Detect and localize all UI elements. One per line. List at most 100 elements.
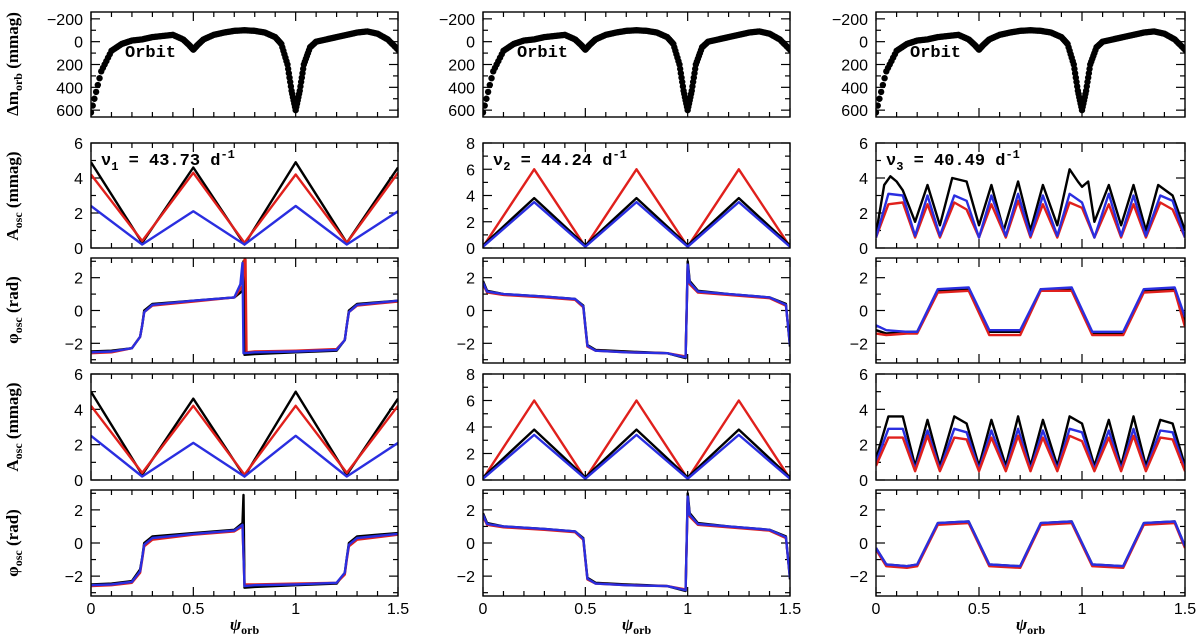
y-tick-label: 2 bbox=[74, 271, 83, 288]
orbit-point bbox=[484, 88, 492, 96]
y-tick-label: 2 bbox=[859, 438, 868, 455]
axes-frame bbox=[482, 489, 791, 597]
y-tick-label: 200 bbox=[448, 58, 475, 75]
series-line-black bbox=[483, 492, 790, 593]
y-tick-label: 0 bbox=[466, 304, 475, 321]
orbit-point bbox=[483, 95, 490, 102]
y-tick-label: 2 bbox=[74, 503, 83, 520]
y-tick-label: 600 bbox=[448, 103, 475, 120]
frequency-label: ν3 = 40.49 d-1 bbox=[886, 148, 1020, 174]
orbit-point bbox=[786, 46, 790, 53]
orbit-point bbox=[96, 74, 103, 82]
x-tick-label: 1.5 bbox=[387, 601, 409, 618]
y-tick-label: 8 bbox=[466, 367, 475, 384]
orbit-point bbox=[879, 81, 887, 89]
y-tick-label: 4 bbox=[74, 402, 83, 419]
y-tick-label: 0 bbox=[859, 304, 868, 321]
y-tick-label: 2 bbox=[859, 271, 868, 288]
y-tick-label: 6 bbox=[859, 367, 868, 384]
x-tick-label: 0.5 bbox=[574, 601, 596, 618]
axes-frame bbox=[90, 142, 399, 249]
panel-1-phase1: −2 0 2 bbox=[457, 257, 791, 364]
x-tick-label: 1.5 bbox=[779, 601, 801, 618]
y-tick-label: 0 bbox=[466, 35, 475, 52]
series-line-blue bbox=[91, 523, 398, 588]
series-line-blue bbox=[91, 261, 398, 355]
series-line-black bbox=[483, 196, 790, 247]
panel-2-phase2: 0 0.5 1 1.5−202 bbox=[850, 489, 1196, 618]
series-line-red bbox=[483, 399, 790, 480]
x-tick-label: 1.5 bbox=[1174, 601, 1196, 618]
y-tick-label: 4 bbox=[859, 402, 868, 419]
orbit-point bbox=[877, 88, 885, 96]
series-line-red bbox=[91, 404, 398, 476]
y-tick-label: 0 bbox=[74, 241, 83, 258]
y-tick-label: −2 bbox=[457, 336, 475, 353]
axes-frame bbox=[875, 373, 1186, 481]
series-line-red bbox=[483, 168, 790, 248]
series-line-black bbox=[876, 415, 1185, 468]
y-tick-label: 600 bbox=[841, 103, 868, 120]
axes-frame bbox=[90, 489, 399, 597]
axes-frame bbox=[90, 11, 399, 118]
y-tick-label: 0 bbox=[859, 473, 868, 490]
orbit-point bbox=[1181, 46, 1185, 53]
orbit-point bbox=[394, 46, 398, 53]
orbit-point bbox=[92, 88, 100, 96]
y-tick-label: 0 bbox=[466, 473, 475, 490]
series-line-blue bbox=[876, 520, 1185, 568]
series-line-red bbox=[876, 199, 1185, 239]
x-tick-label: 0.5 bbox=[968, 601, 990, 618]
y-tick-label: 2 bbox=[466, 447, 475, 464]
y-tick-label: 0 bbox=[74, 304, 83, 321]
panel-annotation: Orbit bbox=[910, 44, 961, 63]
axes-frame bbox=[482, 373, 791, 481]
panel-annotation: Orbit bbox=[125, 44, 176, 63]
y-tick-label: 4 bbox=[466, 420, 475, 437]
y-tick-label: 2 bbox=[466, 503, 475, 520]
y-tick-label: 200 bbox=[841, 58, 868, 75]
y-tick-label: 6 bbox=[859, 136, 868, 153]
orbit-point bbox=[488, 74, 495, 82]
orbit-point bbox=[486, 81, 494, 89]
panel-1-amp2: 0 2 4 6 8 bbox=[466, 367, 791, 490]
series-line-red bbox=[483, 265, 790, 358]
series-line-blue bbox=[483, 200, 790, 248]
panel-0-phase2: 0 0.5 1 1.5−202 bbox=[65, 489, 409, 618]
y-tick-label: 0 bbox=[74, 473, 83, 490]
frequency-label: ν2 = 44.24 d-1 bbox=[493, 148, 627, 174]
axes-frame bbox=[482, 11, 791, 118]
series-line-red bbox=[483, 497, 790, 591]
orbit-point bbox=[876, 109, 880, 116]
y-tick-label: 6 bbox=[74, 367, 83, 384]
x-axis-label: ψorb bbox=[622, 615, 652, 637]
y-tick-label: 200 bbox=[56, 58, 83, 75]
frequency-label: ν1 = 43.73 d-1 bbox=[101, 148, 235, 174]
y-axis-label-phase1: φosc (rad) bbox=[3, 276, 25, 344]
series-line-black bbox=[483, 260, 790, 360]
x-tick-label: 1 bbox=[1078, 601, 1087, 618]
x-tick-label: 0 bbox=[872, 601, 881, 618]
y-tick-label: −200 bbox=[47, 12, 83, 29]
y-axis-label-amp2: Aosc (mmag) bbox=[3, 382, 25, 471]
series-line-blue bbox=[876, 192, 1185, 239]
x-tick-label: 0 bbox=[87, 601, 96, 618]
y-tick-label: 6 bbox=[466, 162, 475, 179]
y-tick-label: 2 bbox=[74, 206, 83, 223]
y-axis-label-amp1: Aosc (mmag) bbox=[3, 151, 25, 240]
series-line-red bbox=[876, 289, 1185, 337]
y-tick-label: 400 bbox=[56, 80, 83, 97]
x-tick-label: 0 bbox=[479, 601, 488, 618]
y-tick-label: 8 bbox=[466, 136, 475, 153]
panel-2-amp1: 0 2 4 6 ν3 = 40.49 d-1 bbox=[859, 136, 1186, 258]
y-tick-label: −2 bbox=[65, 569, 83, 586]
series-line-blue bbox=[876, 286, 1185, 333]
y-tick-label: 4 bbox=[859, 171, 868, 188]
panel-0-amp1: 0 2 4 6 ν1 = 43.73 d-1 bbox=[74, 136, 399, 258]
series-line-blue bbox=[483, 263, 790, 359]
y-tick-label: 600 bbox=[56, 103, 83, 120]
series-line-blue bbox=[483, 433, 790, 480]
y-tick-label: 0 bbox=[466, 241, 475, 258]
y-tick-label: 4 bbox=[74, 171, 83, 188]
